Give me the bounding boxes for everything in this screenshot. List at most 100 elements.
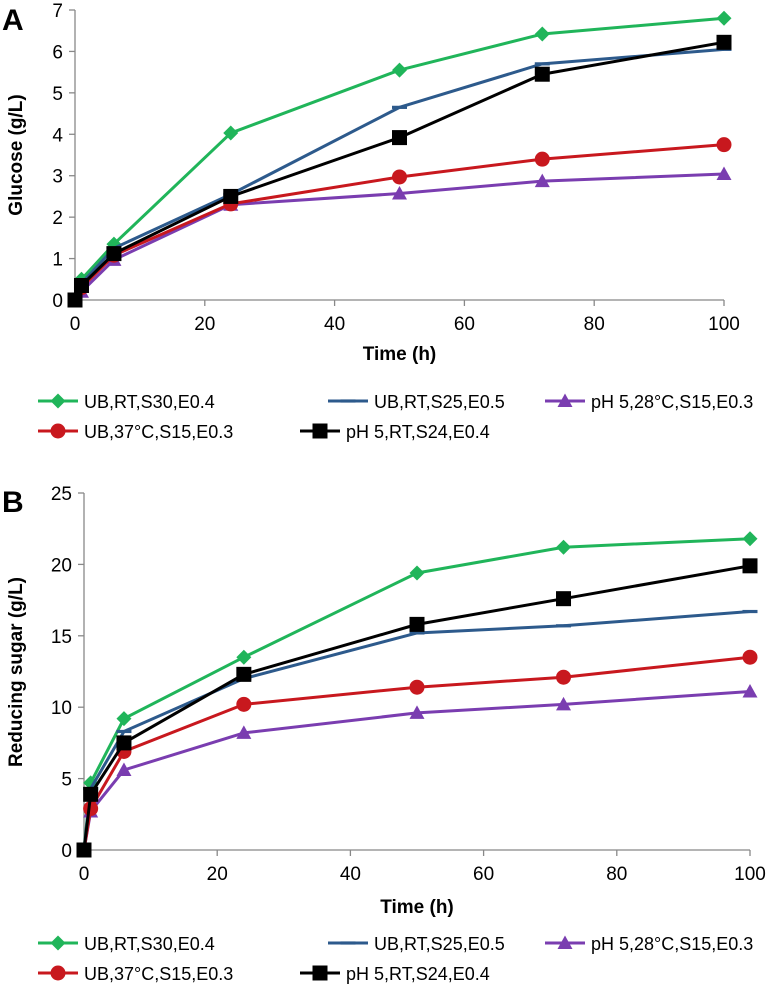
data-point	[236, 666, 252, 682]
data-point	[716, 10, 732, 26]
data-point	[83, 786, 99, 802]
data-point	[716, 137, 732, 153]
x-tick-label: 40	[340, 864, 361, 885]
x-tick-label: 60	[473, 864, 494, 885]
x-axis-title: Time (h)	[363, 344, 437, 365]
x-tick-label: 0	[70, 314, 81, 335]
y-axis-title: Glucose (g/L)	[6, 94, 27, 215]
legend-label: UB,RT,S25,E0.5	[374, 392, 505, 412]
data-point	[409, 705, 425, 719]
data-point	[716, 166, 732, 181]
y-tick-label: 0	[52, 291, 63, 312]
y-tick-label: 5	[61, 770, 72, 791]
series-line-2	[82, 610, 751, 851]
x-tick-label: 0	[79, 864, 90, 885]
data-point	[236, 696, 252, 712]
x-tick-label: 100	[734, 864, 766, 885]
legend-label: UB,RT,S25,E0.5	[374, 934, 505, 954]
data-point	[67, 292, 83, 308]
legend-label: UB,RT,S30,E0.4	[84, 392, 215, 412]
legend-label: pH 5,RT,S24,E0.4	[346, 422, 490, 442]
x-tick-label: 40	[324, 314, 345, 335]
x-axis-title: Time (h)	[380, 897, 454, 918]
y-tick-label: 25	[51, 484, 72, 505]
data-point	[116, 711, 132, 727]
data-point	[556, 539, 572, 555]
data-point	[236, 725, 252, 739]
data-point	[392, 186, 407, 200]
data-point	[742, 531, 758, 547]
legend-label: pH 5,28°C,S15,E0.3	[591, 934, 753, 954]
panel-b: B 0 5 10 15 20 25 0 20 40 60 80 100 Time (h) Reducing …	[2, 484, 766, 984]
x-tick-label: 80	[584, 314, 605, 335]
data-point	[742, 558, 758, 574]
legend-label: UB,RT,S30,E0.4	[84, 934, 215, 954]
data-point	[556, 696, 572, 711]
data-point	[534, 62, 550, 66]
legend-marker	[557, 935, 573, 949]
x-tick-label: 60	[454, 314, 475, 335]
data-point	[409, 565, 425, 581]
x-tick-label: 20	[207, 864, 228, 885]
y-tick-label: 4	[52, 125, 63, 146]
data-point	[106, 246, 122, 262]
legend-marker	[50, 965, 66, 981]
y-axis-title: Reducing sugar (g/L)	[6, 577, 27, 767]
data-point	[534, 173, 550, 188]
y-tick-label: 0	[61, 841, 72, 862]
y-tick-label: 10	[51, 698, 72, 719]
panel-label: A	[2, 4, 24, 37]
x-tick-label: 100	[708, 314, 740, 335]
panel-label: B	[2, 486, 24, 519]
legend-marker	[50, 393, 66, 409]
legend-marker	[340, 941, 356, 945]
legend-marker	[50, 935, 66, 951]
y-tick-label: 2	[52, 208, 63, 229]
legend-label: pH 5,RT,S24,E0.4	[346, 964, 490, 984]
data-point	[73, 278, 89, 293]
legend-marker	[312, 423, 328, 439]
legend-marker	[312, 965, 328, 981]
data-point	[116, 735, 132, 751]
data-point	[76, 842, 92, 858]
y-tick-label: 1	[52, 250, 63, 271]
data-point	[534, 151, 550, 167]
y-tick-label: 6	[52, 42, 63, 63]
y-tick-label: 3	[52, 167, 63, 188]
data-point	[556, 669, 572, 685]
data-point	[556, 624, 572, 628]
legend-marker	[340, 399, 356, 403]
y-tick-label: 15	[51, 627, 72, 648]
data-point	[716, 34, 732, 50]
data-point	[742, 649, 758, 665]
x-tick-label: 80	[606, 864, 627, 885]
panel-a: A 0 1 2 3 4 5 6 7 0 20 40 60 80 100 Time (h) Glucose (g/…	[2, 1, 753, 442]
data-point	[534, 26, 550, 42]
y-tick-label: 20	[51, 555, 72, 576]
data-point	[116, 729, 132, 734]
data-point	[116, 762, 132, 777]
legend-label: pH 5,28°C,S15,E0.3	[591, 392, 753, 412]
legend-label: UB,37°C,S15,E0.3	[84, 964, 233, 984]
data-point	[534, 66, 550, 82]
legend-marker	[50, 423, 66, 439]
data-point	[392, 62, 407, 78]
data-point	[392, 130, 407, 146]
data-point	[409, 631, 425, 635]
legend-label: UB,37°C,S15,E0.3	[84, 422, 233, 442]
y-tick-label: 7	[52, 1, 63, 22]
data-point	[236, 649, 252, 665]
data-point	[409, 616, 425, 632]
data-point	[742, 609, 758, 614]
y-tick-label: 5	[52, 84, 63, 105]
data-point	[83, 801, 99, 817]
data-point	[392, 105, 407, 109]
x-tick-label: 20	[194, 314, 215, 335]
data-point	[392, 169, 407, 185]
data-point	[409, 679, 425, 695]
data-point	[556, 591, 572, 607]
data-point	[223, 125, 239, 141]
data-point	[742, 683, 758, 698]
data-point	[223, 188, 239, 204]
